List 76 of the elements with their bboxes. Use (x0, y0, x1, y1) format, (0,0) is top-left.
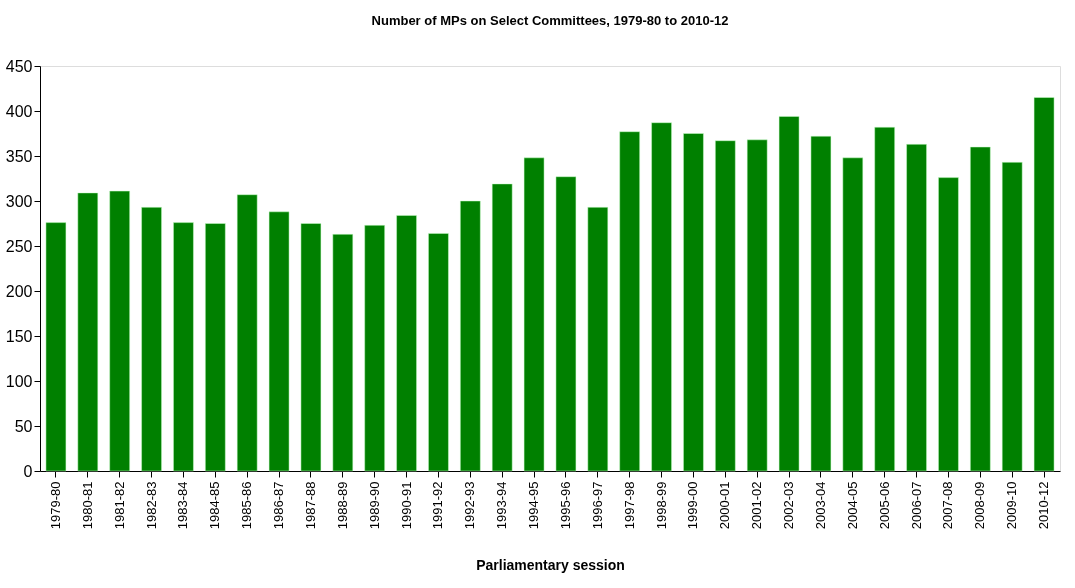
x-tick-label: 1985-86 (239, 481, 255, 530)
x-tick-label: 2007-08 (940, 481, 956, 530)
x-tick-label: 2006-07 (908, 481, 924, 530)
bar (874, 126, 895, 472)
bar (810, 135, 832, 472)
x-tick-label: 1990-91 (398, 481, 414, 530)
x-tick-label: 2000-01 (717, 481, 733, 530)
bar (77, 192, 99, 472)
bar (842, 157, 864, 472)
bar (715, 140, 736, 472)
y-tick-label: 300 (5, 192, 33, 210)
y-tick-label: 450 (5, 57, 33, 75)
bar (491, 183, 513, 472)
y-tick-label: 100 (5, 372, 33, 390)
bar (906, 144, 927, 472)
bar (619, 131, 640, 472)
x-tick-label: 1997-98 (621, 481, 637, 530)
bar (332, 234, 354, 472)
bar (428, 233, 449, 472)
x-tick-label: 1987-88 (302, 481, 318, 530)
y-tick-label: 50 (14, 417, 33, 435)
x-tick-label: 1983-84 (175, 481, 191, 530)
y-tick-label: 150 (5, 327, 33, 345)
x-tick-label: 2010-12 (1036, 481, 1052, 530)
bar (523, 157, 545, 472)
x-tick-label: 2005-06 (876, 481, 892, 530)
x-tick-label: 2008-09 (972, 481, 988, 530)
bar (460, 200, 481, 472)
bar (1033, 97, 1055, 472)
x-tick-label: 1989-90 (366, 481, 382, 530)
bar (45, 222, 67, 472)
bar (141, 207, 162, 472)
bar (746, 139, 768, 472)
x-tick-label: 2009-10 (1004, 481, 1020, 530)
x-tick-label: 1994-95 (526, 481, 542, 530)
x-tick-label: 1979-80 (47, 481, 63, 530)
y-tick-label: 250 (5, 237, 33, 255)
bar (683, 133, 704, 472)
x-tick-label: 1999-00 (685, 481, 701, 530)
x-tick-label: 1984-85 (207, 481, 223, 530)
bar (268, 211, 290, 472)
bar (778, 116, 800, 472)
bar (555, 176, 577, 472)
x-tick-label: 2003-04 (812, 481, 828, 530)
x-tick-label: 1988-89 (334, 481, 350, 530)
x-tick-label: 1992-93 (462, 481, 478, 530)
y-tick-label: 400 (5, 102, 33, 120)
bar (364, 225, 385, 472)
bar (205, 223, 226, 472)
y-tick-label: 200 (5, 282, 33, 300)
chart-title: Number of MPs on Select Committees, 1979-80 to 2010-12 (371, 13, 729, 28)
x-tick-label: 1993-94 (494, 481, 510, 530)
x-tick-label: 2001-02 (749, 481, 765, 530)
x-tick-label: 1995-96 (557, 481, 573, 530)
x-tick-label: 1982-83 (143, 481, 159, 530)
x-tick-label: 1991-92 (430, 481, 446, 530)
bar (587, 207, 609, 472)
bar (236, 194, 258, 472)
x-tick-label: 1980-81 (79, 481, 95, 530)
bar (396, 215, 417, 472)
bar (651, 122, 672, 472)
y-tick-label: 350 (5, 147, 33, 165)
x-tick-label: 2004-05 (844, 481, 860, 530)
x-tick-label: 1986-87 (271, 481, 287, 530)
bar (109, 190, 130, 472)
bar (1001, 162, 1023, 472)
x-tick-label: 1981-82 (111, 481, 127, 530)
x-axis-title: Parliamentary session (476, 557, 625, 574)
x-tick-label: 1998-99 (653, 481, 669, 530)
bar (970, 146, 991, 472)
x-tick-label: 1996-97 (589, 481, 605, 530)
y-tick-label: 0 (23, 462, 33, 480)
bar (300, 223, 322, 472)
bar (938, 177, 959, 472)
x-tick-label: 2002-03 (781, 481, 797, 530)
bar (173, 222, 194, 472)
